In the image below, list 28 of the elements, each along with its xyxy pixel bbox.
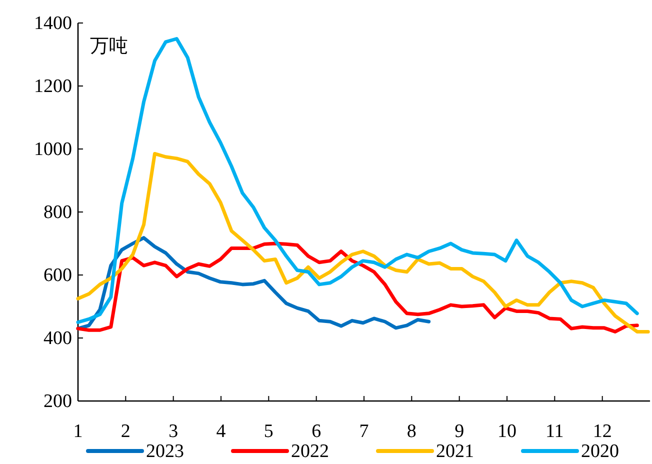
legend-label: 2023 [146, 441, 184, 462]
line-series [76, 37, 639, 324]
legend-label: 2021 [436, 441, 474, 462]
x-tick-label: 6 [312, 421, 322, 442]
legend-label: 2022 [291, 441, 329, 462]
x-tick-label: 4 [216, 421, 226, 442]
y-tick-label: 1400 [34, 13, 72, 34]
x-tick-label: 8 [406, 421, 416, 442]
x-tick-label: 2 [120, 421, 130, 442]
y-tick-label: 1200 [34, 76, 72, 97]
y-tick-label: 200 [44, 391, 72, 412]
x-tick-label: 10 [498, 421, 516, 442]
y-tick-label: 600 [44, 265, 72, 286]
x-tick-label: 1 [73, 421, 83, 442]
y-tick-label: 400 [44, 328, 72, 349]
x-tick-label: 5 [264, 421, 274, 442]
x-tick-label: 7 [359, 421, 369, 442]
y-tick-label: 800 [44, 202, 72, 223]
y-tick-label: 1000 [34, 139, 72, 160]
legend-label: 2020 [581, 441, 619, 462]
x-tick-label: 12 [592, 421, 612, 442]
x-tick-label: 11 [546, 421, 564, 442]
line-series [76, 152, 650, 334]
x-tick-label: 9 [454, 421, 464, 442]
line-series [76, 242, 639, 334]
y-axis-title: 万吨 [90, 35, 128, 57]
x-tick-label: 3 [168, 421, 178, 442]
line-series [76, 236, 431, 330]
